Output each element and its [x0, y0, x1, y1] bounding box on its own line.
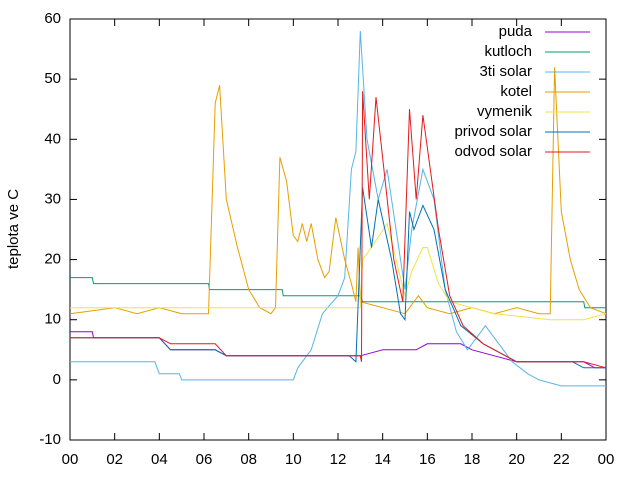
y-axis-label: teplota ve C: [5, 189, 22, 269]
y-tick-label: -10: [39, 431, 61, 448]
y-tick-label: 30: [44, 190, 61, 207]
x-tick-label: 18: [464, 451, 481, 468]
legend-label: kotel: [500, 83, 532, 100]
legend-label: odvod solar: [454, 143, 532, 160]
series-line: [70, 187, 606, 369]
series-line: [70, 331, 606, 369]
y-tick-label: 20: [44, 251, 61, 268]
series-line: [70, 222, 607, 321]
legend-label: vymenik: [477, 103, 533, 120]
x-tick-label: 12: [330, 451, 347, 468]
y-tick-label: 40: [44, 130, 61, 147]
y-tick-label: 50: [44, 70, 61, 87]
legend-label: 3ti solar: [479, 63, 532, 80]
x-tick-label: 16: [419, 451, 436, 468]
series-line: [70, 277, 606, 309]
x-tick-label: 14: [374, 451, 391, 468]
x-tick-label: 08: [240, 451, 257, 468]
series-line: [70, 91, 607, 369]
legend-label: puda: [499, 23, 533, 40]
x-tick-label: 00: [62, 451, 79, 468]
series-line: [70, 30, 606, 387]
series-line: [69, 67, 607, 315]
x-tick-label: 10: [285, 451, 302, 468]
x-tick-label: 00: [598, 451, 615, 468]
x-tick-label: 04: [151, 451, 168, 468]
y-tick-label: 0: [53, 371, 61, 388]
y-tick-label: 10: [44, 311, 61, 328]
x-tick-label: 20: [508, 451, 525, 468]
legend-label: kutloch: [484, 43, 532, 60]
x-tick-label: 22: [553, 451, 570, 468]
legend-label: privod solar: [454, 123, 532, 140]
y-tick-label: 60: [44, 10, 61, 27]
x-tick-label: 02: [106, 451, 123, 468]
x-tick-label: 06: [196, 451, 213, 468]
